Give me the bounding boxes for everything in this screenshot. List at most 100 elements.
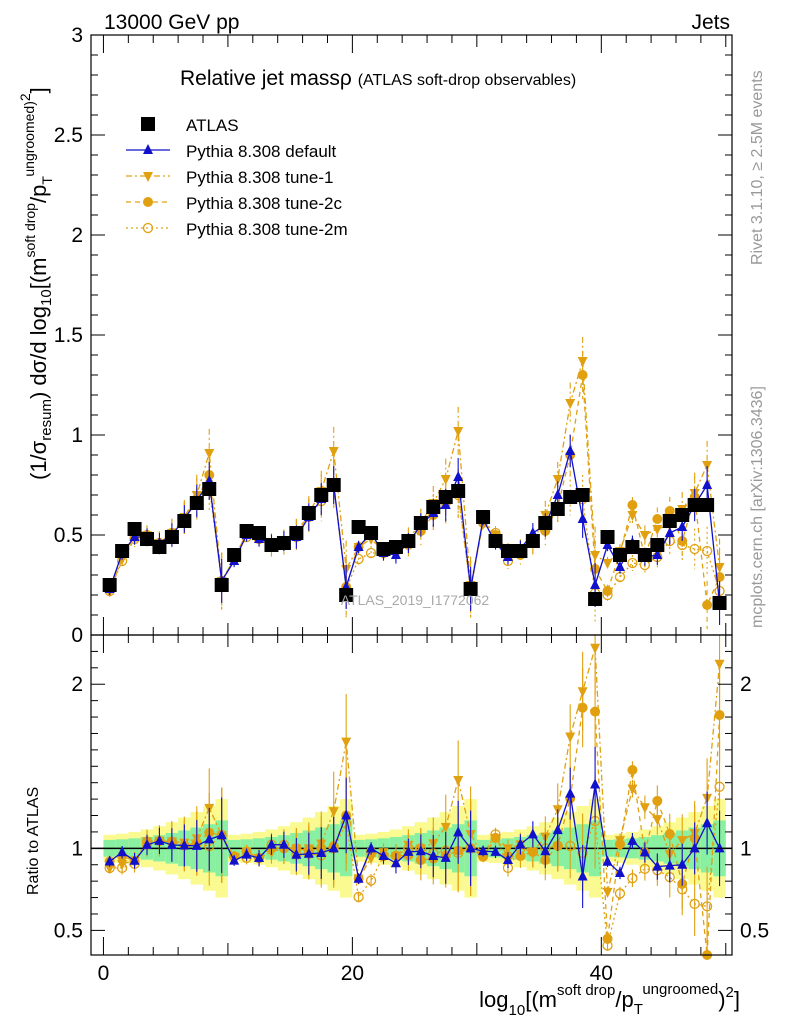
legend-marker-4 [142, 222, 154, 234]
header-right: Jets [691, 11, 730, 34]
point-3 [702, 600, 713, 610]
ratio-point-1 [303, 847, 314, 858]
x-axis-label: log10[(msoft drop/pTungroomed)2] [479, 981, 740, 1019]
ratio-point-2 [366, 853, 377, 864]
legend-label-4: Pythia 8.308 tune-2m [186, 220, 348, 239]
point-2 [627, 511, 638, 521]
point-0 [115, 544, 130, 558]
x-tick-label: 40 [590, 962, 613, 985]
point-1 [677, 521, 688, 531]
point-1 [702, 479, 713, 489]
point-2 [590, 551, 601, 561]
point-1 [664, 527, 675, 537]
point-1 [353, 541, 364, 551]
y-tick-label-main: 0 [71, 624, 83, 647]
ratio-point-1 [714, 842, 725, 853]
ratio-point-4 [365, 875, 377, 886]
header-left: 13000 GeV pp [104, 11, 239, 34]
ratio-point-1 [565, 787, 576, 798]
ratio-point-1 [254, 851, 265, 862]
y-tick-label-ratio: 1 [71, 837, 83, 860]
ratio-point-2 [440, 822, 451, 833]
point-3 [627, 500, 638, 510]
y-tick-label-main: 2.5 [54, 124, 83, 147]
ratio-point-1 [664, 859, 675, 870]
legend: ATLAS Pythia 8.308 default Pythia 8.308 tu… [126, 116, 348, 239]
point-2 [714, 563, 725, 573]
y-tick-label-main: 1 [71, 424, 83, 447]
point-1 [453, 471, 464, 481]
point-0 [675, 508, 690, 522]
ratio-point-1 [117, 846, 128, 857]
ratio-point-1 [440, 851, 451, 862]
series-line-2 [109, 360, 721, 592]
point-0 [177, 514, 192, 528]
ratio-point-2 [627, 784, 638, 795]
ratio-point-1 [428, 850, 439, 861]
ratio-point-3 [627, 765, 638, 776]
main-series [102, 336, 727, 630]
point-0 [438, 490, 453, 504]
point-0 [488, 534, 503, 548]
point-3 [677, 536, 688, 546]
point-2 [702, 461, 713, 471]
point-0 [500, 544, 515, 558]
ratio-point-1 [278, 838, 289, 849]
y-axis-label-ratio: Ratio to ATLAS [25, 787, 42, 895]
ratio-point-1 [390, 857, 401, 868]
point-0 [451, 484, 466, 498]
ratio-point-1 [540, 845, 551, 856]
ratio-point-1 [465, 842, 476, 853]
point-2 [639, 531, 650, 541]
ratio-point-4 [689, 898, 700, 910]
ratio-point-1 [639, 846, 650, 857]
point-0 [650, 538, 665, 552]
ratio-point-1 [378, 849, 389, 860]
point-0 [376, 542, 391, 556]
point-0 [264, 538, 279, 552]
ratio-point-2 [117, 859, 128, 870]
point-0 [388, 540, 403, 554]
ratio-point-1 [652, 860, 663, 871]
ratio-point-1 [291, 848, 302, 859]
point-0 [202, 482, 217, 496]
ratio-point-1 [478, 845, 489, 856]
point-4 [627, 557, 638, 569]
ratio-point-1 [702, 817, 713, 828]
point-0 [214, 578, 229, 592]
point-0 [289, 526, 304, 540]
point-0 [326, 478, 341, 492]
ratio-point-1 [341, 809, 352, 820]
ratio-point-1 [353, 872, 364, 883]
point-0 [563, 490, 578, 504]
point-0 [513, 544, 528, 558]
point-0 [252, 526, 267, 540]
chart-title: Relative jet massρ (ATLAS soft-drop obse… [180, 67, 576, 90]
ratio-point-1 [154, 834, 165, 845]
y-tick-label-ratio: 2 [71, 673, 83, 696]
ratio-point-4 [614, 888, 626, 899]
ratio-point-2 [577, 687, 588, 698]
mcplots-label: mcplots.cern.ch [arXiv:1306.3436] [749, 386, 766, 628]
point-0 [189, 496, 204, 510]
point-1 [652, 549, 663, 559]
point-2 [652, 525, 663, 535]
ratio-series [104, 635, 725, 960]
ratio-point-1 [502, 854, 513, 865]
point-0 [637, 548, 652, 562]
ratio-point-2 [453, 775, 464, 786]
ratio-point-1 [204, 833, 215, 844]
point-4 [689, 543, 700, 555]
ratio-point-1 [490, 845, 501, 856]
ratio-point-1 [129, 854, 140, 865]
ratio-point-1 [229, 854, 240, 865]
point-2 [577, 357, 588, 367]
y-tick-label-main: 1.5 [54, 324, 83, 347]
ratio-point-1 [328, 842, 339, 853]
point-1 [552, 489, 563, 499]
point-2 [453, 427, 464, 437]
legend-label-2: Pythia 8.308 tune-1 [186, 168, 333, 187]
ratio-point-4 [639, 863, 651, 874]
point-0 [239, 524, 254, 538]
point-0 [700, 498, 715, 512]
